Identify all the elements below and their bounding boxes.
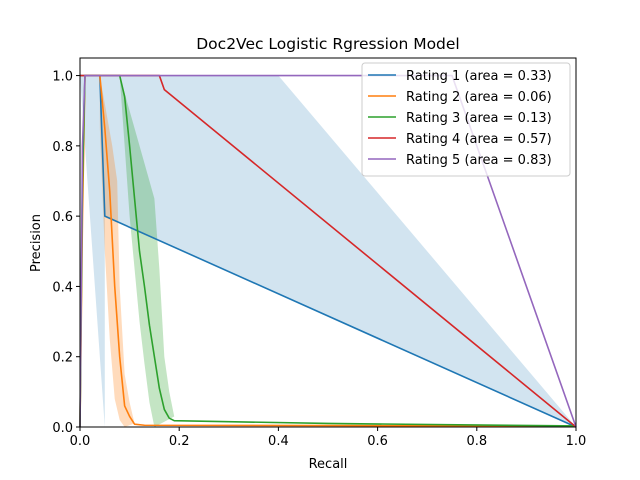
rating-5-line <box>79 74 577 428</box>
x-tick-label: 0.0 <box>70 434 91 449</box>
y-axis-ticks: 0.0 0.2 0.4 0.6 0.8 1.0 <box>52 70 80 436</box>
legend-item-label: Rating 5 (area = 0.83) <box>406 153 552 168</box>
rating-2-band <box>99 75 135 428</box>
y-axis-label: Precision <box>29 214 44 272</box>
legend-item-label: Rating 3 (area = 0.13) <box>406 111 552 126</box>
legend-item-label: Rating 1 (area = 0.33) <box>406 69 552 84</box>
legend-item-label: Rating 4 (area = 0.57) <box>406 132 552 147</box>
legend-item-label: Rating 2 (area = 0.06) <box>406 90 552 105</box>
x-tick-label: 0.6 <box>367 434 388 449</box>
legend-box <box>361 62 571 177</box>
y-tick-label: 0.8 <box>52 140 73 155</box>
chart-title: Doc2Vec Logistic Rgression Model <box>196 35 460 53</box>
y-tick-label: 1.0 <box>52 70 73 85</box>
x-tick-label: 0.2 <box>169 434 190 449</box>
confidence-bands <box>80 75 576 428</box>
x-tick-label: 1.0 <box>566 434 587 449</box>
x-tick-label: 0.8 <box>466 434 487 449</box>
y-tick-label: 0.2 <box>52 351 73 366</box>
y-tick-label: 0.0 <box>52 421 73 436</box>
legend: Rating 1 (area = 0.33) Rating 2 (area = 0… <box>361 62 571 177</box>
x-axis-label: Recall <box>309 457 348 472</box>
rating-3-band <box>119 75 175 428</box>
y-tick-label: 0.4 <box>52 280 73 295</box>
x-axis-ticks: 0.0 0.2 0.4 0.6 0.8 1.0 <box>70 427 587 449</box>
rating-1-band <box>80 75 576 428</box>
y-tick-label: 0.6 <box>52 210 73 225</box>
series-lines <box>79 74 577 428</box>
x-tick-label: 0.4 <box>268 434 289 449</box>
plot-frame <box>79 57 577 428</box>
